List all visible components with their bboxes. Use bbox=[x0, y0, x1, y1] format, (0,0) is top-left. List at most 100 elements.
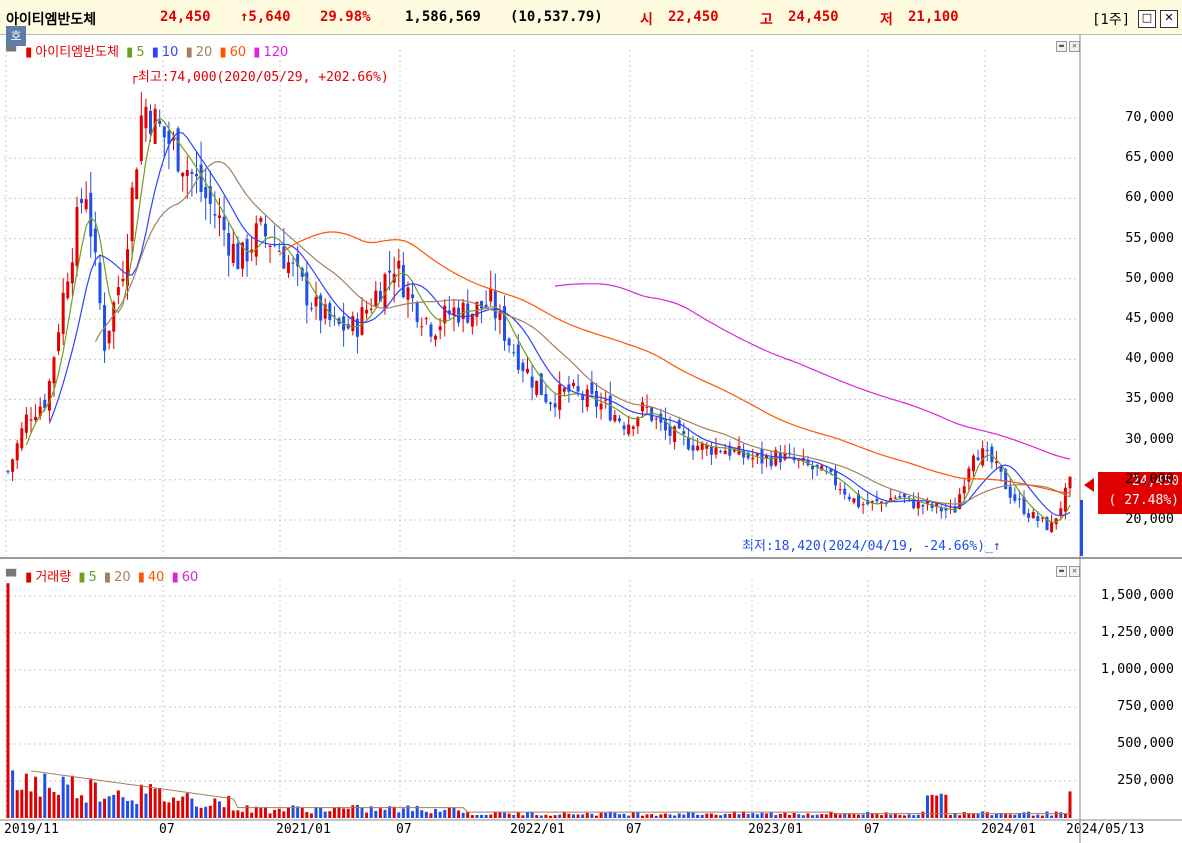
volume-bar bbox=[700, 814, 704, 818]
candle-body bbox=[38, 406, 42, 417]
volume-bar bbox=[737, 814, 741, 818]
volume-bar bbox=[167, 802, 171, 818]
volume-bar bbox=[512, 814, 516, 818]
ma20-line bbox=[94, 160, 1071, 505]
volume-bar bbox=[254, 806, 258, 818]
candle-body bbox=[332, 315, 336, 317]
candle-body bbox=[1004, 469, 1008, 490]
volume-bar bbox=[567, 813, 571, 818]
volume-bar bbox=[300, 807, 304, 818]
candle-body bbox=[66, 281, 70, 299]
volume-bar bbox=[6, 583, 10, 818]
volume-bar bbox=[916, 814, 920, 818]
candle-body bbox=[98, 262, 102, 304]
volume-bar bbox=[337, 806, 341, 818]
ho-button[interactable]: 호 bbox=[6, 26, 26, 46]
candle-body bbox=[526, 368, 530, 373]
candle-body bbox=[204, 187, 208, 199]
candle-body bbox=[590, 382, 594, 394]
volume-bar bbox=[627, 815, 631, 818]
candle-body bbox=[190, 171, 194, 174]
volume-bar bbox=[369, 806, 373, 818]
legend-ma60: 60 bbox=[229, 45, 247, 60]
price-tick-label: 35,000 bbox=[1125, 390, 1174, 407]
candle-body bbox=[443, 305, 447, 324]
volume-bar bbox=[236, 810, 240, 818]
volume-bar bbox=[443, 809, 447, 818]
volume-bar bbox=[985, 812, 989, 818]
candle-body bbox=[401, 264, 405, 298]
candle-body bbox=[834, 470, 838, 486]
price-tick-label: 45,000 bbox=[1125, 310, 1174, 326]
candle-body bbox=[797, 459, 801, 461]
volume-bar bbox=[144, 793, 148, 818]
candle-body bbox=[277, 251, 281, 253]
candle-body bbox=[429, 324, 433, 337]
candle-body bbox=[1017, 498, 1021, 500]
volume-bar bbox=[857, 814, 861, 818]
volume-bar bbox=[305, 812, 309, 818]
volume-bar bbox=[158, 787, 162, 818]
candle-body bbox=[732, 449, 736, 452]
volume-bar bbox=[558, 814, 562, 818]
candle-body bbox=[424, 318, 428, 320]
volume-bar bbox=[208, 805, 212, 818]
volume-tick-label: 250,000 bbox=[1117, 772, 1174, 788]
candle-body bbox=[875, 498, 879, 502]
volume-bar bbox=[714, 814, 718, 818]
panel-divider[interactable] bbox=[0, 557, 1182, 559]
volume-bar bbox=[861, 814, 865, 818]
volume-bar bbox=[962, 812, 966, 818]
candle-body bbox=[1063, 487, 1067, 512]
volume-bar bbox=[1031, 815, 1035, 818]
volume-bar bbox=[792, 812, 796, 818]
ma60-line bbox=[278, 231, 1071, 494]
candle-body bbox=[880, 501, 884, 504]
restore-icon[interactable]: □ bbox=[1138, 10, 1156, 28]
volume-bar bbox=[415, 805, 419, 818]
candle-body bbox=[227, 233, 231, 256]
volume-value: 1,586,569 bbox=[405, 9, 481, 25]
volume-bar bbox=[457, 810, 461, 818]
volume-bar bbox=[149, 784, 153, 818]
candle-body bbox=[1040, 517, 1044, 519]
candle-body bbox=[360, 307, 364, 335]
volume-bar bbox=[112, 794, 116, 818]
vol-panel-minimize-icon[interactable]: ▬ bbox=[1056, 566, 1067, 577]
candle-body bbox=[250, 249, 254, 253]
candle-body bbox=[75, 207, 79, 267]
volume-bar bbox=[755, 814, 759, 818]
volume-bar bbox=[61, 776, 65, 818]
volume-bar bbox=[498, 812, 502, 818]
panel-minimize-icon[interactable]: ▬ bbox=[1056, 41, 1067, 52]
candle-body bbox=[585, 389, 589, 408]
candle-body bbox=[535, 380, 539, 395]
time-tick-label: 2024/01 bbox=[981, 822, 1036, 837]
title-bar: 아이티엠반도체 24,450 ↑5,640 29.98% 1,586,569 (… bbox=[0, 0, 1182, 35]
volume-bar bbox=[815, 814, 819, 818]
volume-bar bbox=[1004, 813, 1008, 818]
candle-body bbox=[470, 313, 474, 327]
current-tag-price: 24,450 bbox=[1132, 474, 1179, 489]
volume-bar bbox=[52, 791, 56, 818]
volume-bar bbox=[742, 811, 746, 818]
volume-bar bbox=[765, 813, 769, 818]
period-selector[interactable]: [1주] bbox=[1092, 12, 1131, 28]
candle-body bbox=[139, 115, 143, 161]
candle-body bbox=[480, 301, 484, 309]
candle-body bbox=[1068, 476, 1072, 489]
volume-bar bbox=[783, 812, 787, 818]
candle-body bbox=[6, 471, 10, 473]
candle-body bbox=[765, 455, 769, 459]
time-tick-label: 07 bbox=[864, 822, 880, 837]
candle-body bbox=[682, 431, 686, 435]
candle-body bbox=[328, 303, 332, 321]
volume-bar bbox=[346, 808, 350, 818]
legend-volume: 거래량 bbox=[35, 570, 72, 585]
candle-body bbox=[889, 497, 893, 501]
candle-body bbox=[135, 169, 139, 199]
ma5-line bbox=[25, 116, 1071, 523]
close-icon[interactable]: ✕ bbox=[1160, 10, 1178, 28]
volume-bar bbox=[834, 813, 838, 818]
